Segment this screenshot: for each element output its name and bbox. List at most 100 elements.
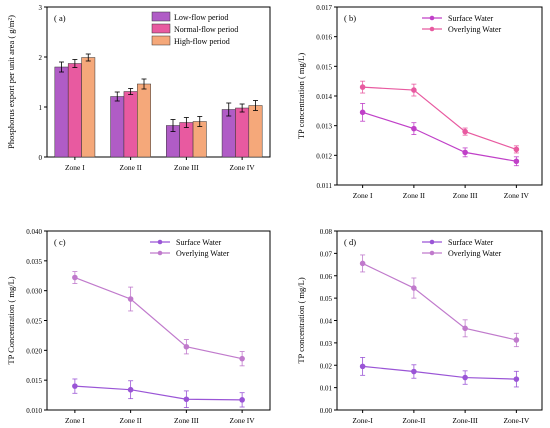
plot-frame bbox=[336, 6, 543, 186]
y-tick-label: 0 bbox=[39, 154, 43, 162]
y-tick-label: 0.035 bbox=[26, 258, 42, 266]
data-point bbox=[239, 355, 245, 362]
series-line bbox=[362, 86, 517, 150]
y-axis-label: Phosphorus export per unit area ( g/m²) bbox=[6, 15, 16, 149]
x-tick-label: Zone I bbox=[65, 416, 85, 425]
y-axis-label: TP concentration ( mg/L) bbox=[296, 277, 306, 363]
y-tick-label: 0.06 bbox=[320, 273, 333, 281]
series-line bbox=[362, 365, 517, 380]
x-tick-label: Zone-I bbox=[352, 416, 373, 425]
x-tick-label: Zone-III bbox=[452, 416, 478, 425]
panel-label: ( c) bbox=[54, 237, 66, 247]
y-tick-label: 0.020 bbox=[26, 347, 42, 355]
data-point bbox=[513, 376, 520, 382]
data-point bbox=[513, 337, 520, 343]
chart-panel-b: 0.011 0.012 0.013 0.014 0.015 0.016 0.017 Zone … bbox=[296, 4, 543, 200]
legend-label: Low-flow period bbox=[174, 13, 228, 22]
y-tick-label: 0.07 bbox=[320, 250, 333, 258]
y-tick-label: 0.08 bbox=[320, 228, 333, 236]
y-tick-label: 0.030 bbox=[26, 288, 42, 296]
x-tick-label: Zone IV bbox=[504, 191, 530, 200]
x-tick-label: Zone I bbox=[353, 191, 373, 200]
y-tick-label: 0.05 bbox=[320, 295, 333, 303]
legend-label: Overlying Water bbox=[448, 249, 502, 258]
plot-frame bbox=[46, 230, 271, 411]
legend-marker bbox=[157, 250, 163, 256]
data-point bbox=[127, 296, 134, 302]
bar bbox=[54, 66, 69, 158]
y-tick-label: 0.02 bbox=[320, 362, 333, 370]
series-line bbox=[362, 111, 517, 162]
panel-label: ( a) bbox=[54, 13, 66, 23]
x-tick-label: Zone III bbox=[174, 163, 199, 172]
bar bbox=[248, 105, 263, 158]
data-point bbox=[127, 386, 134, 393]
bar bbox=[137, 83, 151, 158]
y-tick-label: 1 bbox=[39, 104, 43, 112]
bar bbox=[110, 96, 125, 158]
y-axis-label: TP Concentration ( mg/L) bbox=[6, 276, 16, 364]
x-tick-label: Zone I bbox=[65, 163, 85, 172]
data-point bbox=[359, 84, 366, 90]
x-tick-label: Zone III bbox=[174, 416, 199, 425]
data-point bbox=[411, 368, 417, 375]
x-tick-label: Zone III bbox=[453, 191, 478, 200]
bar bbox=[235, 107, 250, 158]
chart-panel-d: 0.00 0.01 0.02 0.03 0.04 0.05 0.06 0.07 0.08 Zone… bbox=[296, 228, 543, 425]
chart-panel-c: 0.010 0.015 0.020 0.025 0.030 0.035 0.040 Zone … bbox=[6, 228, 271, 425]
y-tick-label: 0.01 bbox=[320, 385, 333, 393]
x-tick-label: Zone IV bbox=[230, 163, 256, 172]
data-point bbox=[72, 383, 78, 389]
data-point bbox=[411, 285, 417, 291]
legend-label: Surface Water bbox=[448, 14, 494, 23]
legend-label: Normal-flow period bbox=[174, 25, 238, 34]
data-point bbox=[183, 396, 190, 403]
data-point bbox=[462, 325, 468, 332]
y-tick-label: 0.014 bbox=[316, 93, 332, 101]
y-tick-label: 0.015 bbox=[26, 377, 42, 385]
data-point bbox=[462, 128, 468, 135]
data-point bbox=[462, 374, 468, 381]
legend-label: High-flow period bbox=[174, 37, 230, 46]
legend-label: Overlying Water bbox=[448, 25, 502, 34]
legend-label: Surface Water bbox=[448, 238, 494, 247]
y-axis-label: TP concentration ( mg/L) bbox=[296, 53, 306, 139]
legend-swatch bbox=[151, 23, 171, 34]
y-tick-label: 0.040 bbox=[26, 228, 42, 236]
data-point bbox=[183, 343, 190, 350]
bar bbox=[81, 57, 96, 158]
y-tick-label: 2 bbox=[39, 54, 43, 62]
bar bbox=[123, 91, 138, 158]
legend-marker bbox=[429, 250, 435, 256]
bar bbox=[67, 63, 82, 158]
legend-swatch bbox=[151, 11, 171, 22]
y-tick-label: 0.04 bbox=[320, 318, 333, 326]
chart-panel-a: 0 1 2 3 Zone I Zone II Zone III Zone IV Phosphor… bbox=[6, 4, 271, 172]
x-tick-label: Zone II bbox=[119, 416, 142, 425]
x-tick-label: Zone IV bbox=[230, 416, 256, 425]
data-point bbox=[513, 146, 520, 153]
data-point bbox=[359, 260, 366, 267]
data-point bbox=[239, 397, 245, 403]
y-tick-label: 0.00 bbox=[320, 407, 333, 415]
y-tick-label: 0.016 bbox=[316, 34, 332, 42]
y-tick-label: 0.012 bbox=[316, 152, 332, 160]
series-line bbox=[74, 276, 243, 360]
data-point bbox=[72, 274, 78, 281]
panel-label: ( b) bbox=[344, 13, 356, 23]
plot-frame bbox=[336, 230, 543, 411]
panel-label: ( d) bbox=[344, 237, 356, 247]
legend-label: Overlying Water bbox=[176, 249, 230, 258]
data-point bbox=[513, 158, 520, 165]
data-point bbox=[411, 125, 417, 132]
x-tick-label: Zone II bbox=[403, 191, 426, 200]
data-point bbox=[359, 363, 366, 370]
legend-label: Surface Water bbox=[176, 238, 222, 247]
legend-marker bbox=[429, 15, 435, 21]
data-point bbox=[359, 109, 366, 116]
series-line bbox=[362, 262, 517, 341]
y-tick-label: 0.013 bbox=[316, 123, 332, 131]
data-point bbox=[411, 87, 417, 93]
legend-marker bbox=[157, 239, 163, 245]
